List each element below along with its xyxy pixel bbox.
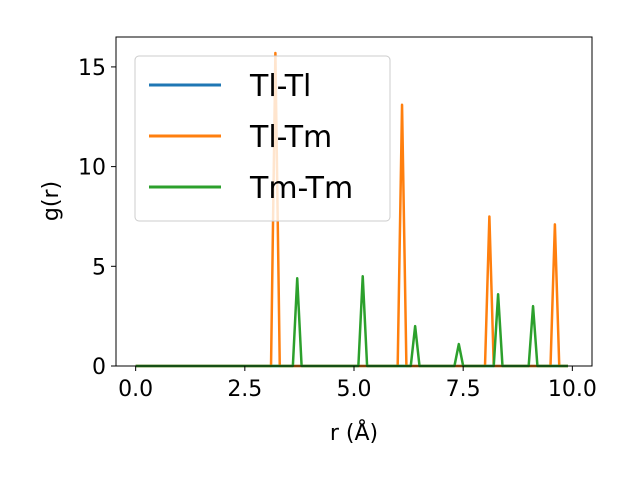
y-tick-label: 15 xyxy=(78,56,106,81)
y-axis-label: g(r) xyxy=(39,181,64,221)
legend-label: Tl-Tl xyxy=(249,69,311,104)
x-tick-label: 0.0 xyxy=(118,377,153,402)
x-tick-label: 7.5 xyxy=(446,377,481,402)
legend-box xyxy=(134,55,391,222)
y-tick-label: 10 xyxy=(78,156,106,181)
legend-label: Tl-Tm xyxy=(249,120,332,155)
legend: Tl-Tl Tl-Tm Tm-Tm xyxy=(134,55,391,222)
x-axis-label: r (Å) xyxy=(330,419,378,446)
y-tick-label: 5 xyxy=(92,255,106,280)
x-tick-label: 10.0 xyxy=(548,377,597,402)
legend-label: Tm-Tm xyxy=(249,171,353,206)
y-tick-label: 0 xyxy=(92,355,106,380)
x-tick-label: 5.0 xyxy=(337,377,372,402)
axes-layer: 0.0 2.5 5.0 7.5 10.0 0 5 10 15 xyxy=(78,36,597,402)
x-tick-label: 2.5 xyxy=(227,377,262,402)
